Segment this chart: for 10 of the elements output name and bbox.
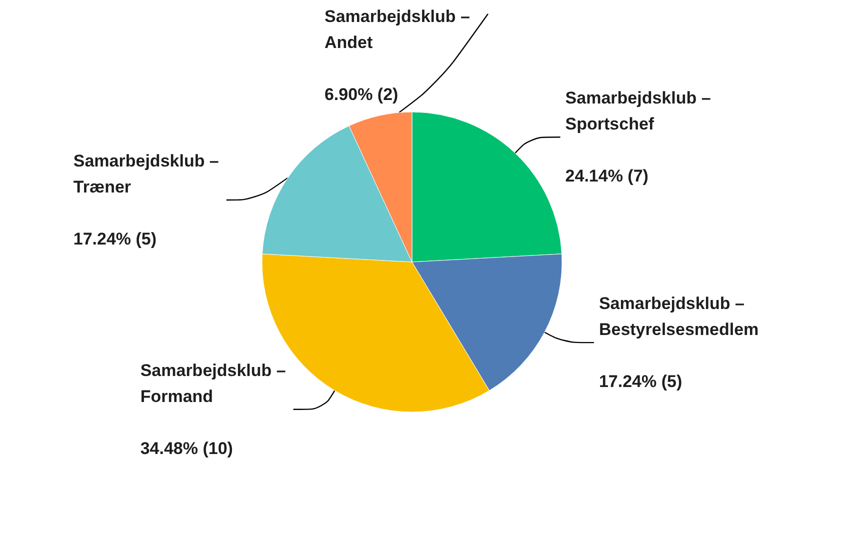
data-label: 34.48% (10) (140, 438, 233, 458)
slice-label: Samarbejdsklub – Formand (140, 360, 286, 406)
slice-label: Samarbejdsklub – Bestyrelsesmedlem (598, 294, 759, 340)
slice-label: Samarbejdsklub – Træner (73, 152, 219, 197)
data-label: 24.14% (7) (565, 166, 648, 186)
slice-label: Samarbejdsklub – Andet (324, 7, 470, 52)
slice-label: Samarbejdsklub – Sportschef (565, 88, 711, 134)
data-label: 17.24% (5) (73, 230, 157, 249)
data-label: 17.24% (5) (598, 372, 682, 392)
data-label: 6.90% (2) (324, 85, 398, 104)
